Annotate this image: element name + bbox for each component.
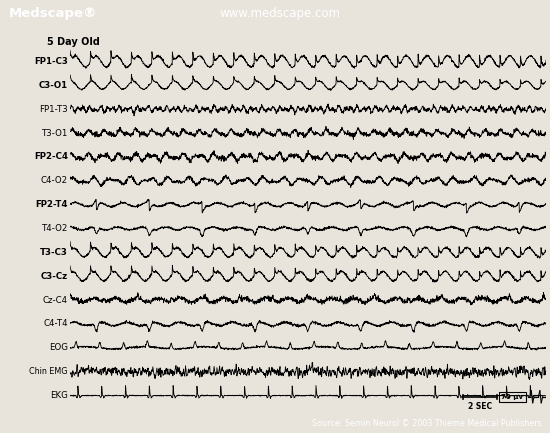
Text: C4-O2: C4-O2: [41, 176, 68, 185]
Text: T3-C3: T3-C3: [40, 248, 68, 257]
Text: EKG: EKG: [50, 391, 68, 400]
Text: FP1-T3: FP1-T3: [39, 105, 68, 114]
Text: EOG: EOG: [49, 343, 68, 352]
Bar: [499, 392, 526, 401]
Text: Source: Semin Neurol © 2003 Thieme Medical Publishers: Source: Semin Neurol © 2003 Thieme Medic…: [312, 419, 542, 428]
Text: 70 μv: 70 μv: [502, 394, 524, 400]
Text: Medscape®: Medscape®: [8, 7, 97, 20]
Text: T3-O1: T3-O1: [41, 129, 68, 138]
Text: FP1-C3: FP1-C3: [34, 57, 68, 66]
Text: 5 Day Old: 5 Day Old: [47, 37, 100, 47]
Text: FP2-T4: FP2-T4: [35, 200, 68, 209]
Text: C3-Cz: C3-Cz: [41, 272, 68, 281]
Text: C3-O1: C3-O1: [39, 81, 68, 90]
Text: Cz-C4: Cz-C4: [43, 296, 68, 304]
Text: 2 SEC: 2 SEC: [468, 401, 492, 410]
Text: T4-O2: T4-O2: [41, 224, 68, 233]
Text: Chin EMG: Chin EMG: [29, 367, 68, 376]
Text: C4-T4: C4-T4: [43, 320, 68, 329]
Text: FP2-C4: FP2-C4: [34, 152, 68, 162]
Text: www.medscape.com: www.medscape.com: [220, 7, 341, 20]
